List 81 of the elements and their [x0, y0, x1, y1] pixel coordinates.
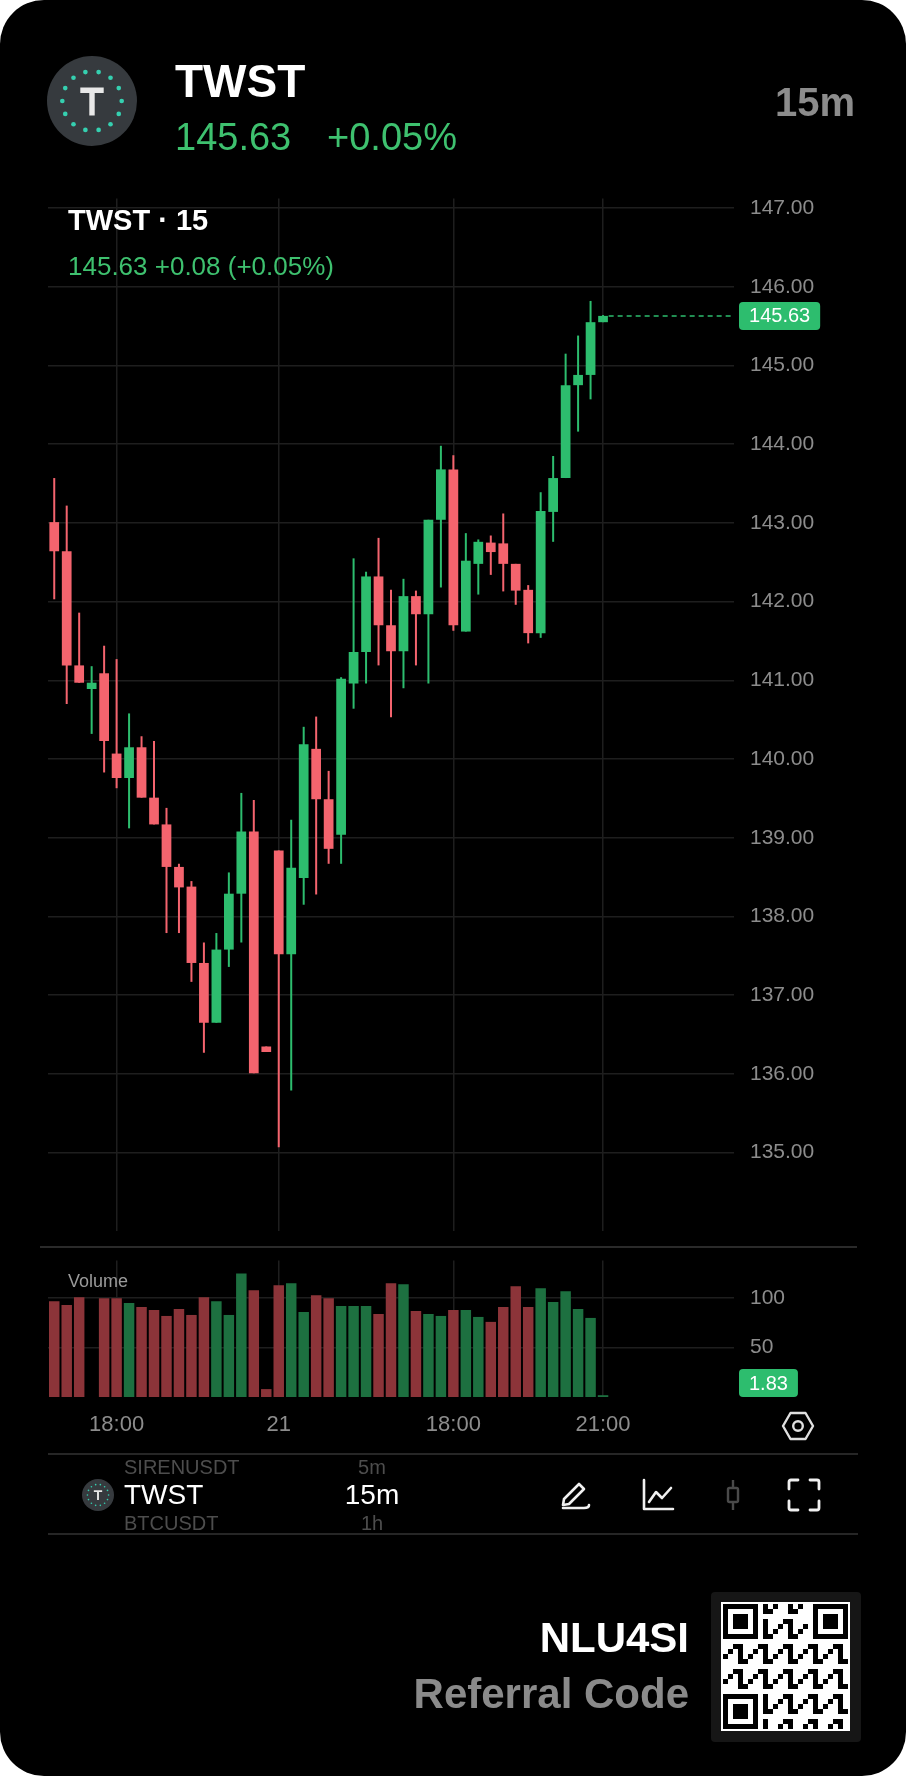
- bar: [148, 1310, 160, 1397]
- y-tick-label: 146.00: [750, 273, 815, 297]
- y-tick-label: 144.00: [750, 431, 815, 454]
- y-tick-label: 141.00: [750, 667, 815, 691]
- bar: [298, 1312, 309, 1397]
- bar: [360, 1306, 372, 1397]
- candlestick: [573, 335, 583, 432]
- y-tick-label: 135.00: [750, 1139, 815, 1163]
- y-tick-label: 138.00: [750, 903, 815, 927]
- text: 145.63: [175, 116, 292, 158]
- bar: [173, 1309, 185, 1397]
- bar: [323, 1298, 334, 1397]
- text: SIRENUSDT: [124, 1456, 240, 1478]
- bar: [161, 1315, 172, 1397]
- bar: [485, 1321, 497, 1397]
- y-tick-label: 142.00: [750, 588, 815, 612]
- bar: [310, 1295, 322, 1397]
- bar: [248, 1290, 260, 1397]
- y-tick-label: 143.00: [750, 509, 815, 533]
- text: 1.83: [748, 1371, 788, 1394]
- x-tick-label: 18:00: [425, 1411, 481, 1437]
- bar: [223, 1314, 235, 1397]
- bar: [535, 1288, 546, 1397]
- text: 5m: [358, 1456, 386, 1478]
- ref-line-label: 145.63: [749, 304, 811, 327]
- bar: [560, 1291, 571, 1397]
- bar: [136, 1307, 147, 1397]
- bar: [111, 1298, 122, 1397]
- bar: [273, 1285, 284, 1397]
- text: +0.05%: [327, 116, 457, 158]
- bar: [73, 1297, 85, 1397]
- bar: [98, 1298, 110, 1397]
- bar: [585, 1317, 596, 1397]
- bar: [398, 1284, 409, 1397]
- bar: [435, 1315, 447, 1397]
- bar: [498, 1307, 509, 1397]
- bar: [198, 1297, 210, 1397]
- bar: [373, 1313, 384, 1397]
- bar: [285, 1283, 297, 1397]
- bar: [123, 1303, 135, 1397]
- bar: [261, 1389, 272, 1397]
- bar: [473, 1316, 484, 1397]
- bar: [423, 1313, 434, 1397]
- x-tick-label: 21: [266, 1411, 291, 1437]
- text: NLU4SI: [539, 1614, 689, 1661]
- y-tick-label: 147.00: [750, 194, 815, 218]
- text: TWST: [175, 55, 306, 107]
- text: Referral Code: [413, 1670, 689, 1717]
- bar: [572, 1309, 584, 1397]
- y-tick-label: 136.00: [750, 1060, 815, 1084]
- y-tick-label: 137.00: [750, 982, 815, 1006]
- bar: [236, 1273, 247, 1397]
- text: 15m: [344, 1479, 400, 1510]
- text: TWST: [124, 1479, 204, 1510]
- bar: [410, 1311, 422, 1397]
- bar: [211, 1301, 222, 1397]
- text: Volume: [68, 1271, 129, 1291]
- x-tick-label: 21:00: [575, 1411, 631, 1437]
- x-tick-label: 18:00: [89, 1411, 145, 1437]
- y-tick-label: 50: [750, 1334, 774, 1358]
- bar: [61, 1305, 72, 1397]
- bar: [510, 1286, 521, 1397]
- y-tick-label: 145.00: [750, 352, 815, 376]
- text: 1h: [360, 1512, 384, 1534]
- bar: [186, 1314, 197, 1397]
- bar: [385, 1283, 397, 1397]
- bar: [522, 1307, 534, 1397]
- text: BTCUSDT: [124, 1512, 219, 1534]
- y-tick-label: 140.00: [750, 745, 815, 769]
- bar: [348, 1306, 359, 1397]
- bar: [448, 1310, 459, 1397]
- candlestick: [86, 666, 97, 734]
- text: 145.63 +0.08 (+0.05%): [68, 251, 334, 281]
- y-tick-label: 100: [750, 1284, 786, 1308]
- text: 15m: [774, 80, 855, 124]
- y-tick-label: 139.00: [750, 824, 815, 848]
- chart-title: TWST · 15: [68, 204, 209, 236]
- bar: [547, 1302, 559, 1397]
- bar: [460, 1310, 472, 1397]
- bar: [335, 1306, 347, 1397]
- bar: [49, 1301, 60, 1397]
